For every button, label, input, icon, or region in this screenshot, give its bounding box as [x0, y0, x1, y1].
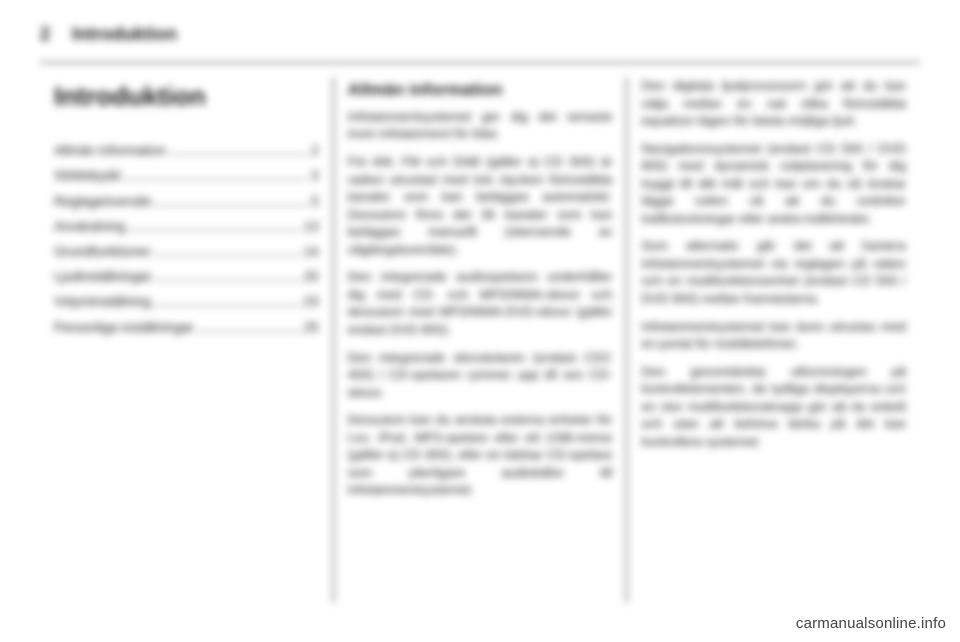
- toc-label: Stöldskydd: [54, 167, 120, 185]
- toc-leader-dots: [154, 255, 301, 256]
- toc-page-number: 25: [304, 319, 319, 337]
- table-of-contents: Allmän information 2 Stöldskydd 3 Reglageöve…: [54, 142, 319, 337]
- toc-page-number: 2: [311, 142, 319, 160]
- body-paragraph: Den integrerade skivväxlaren (endast CDC…: [348, 349, 613, 402]
- body-paragraph: Infotainmentsystemet ger dig det senaste…: [348, 108, 613, 143]
- toc-leader-dots: [169, 154, 308, 155]
- toc-line: Volyminställning 23: [54, 293, 319, 311]
- toc-leader-dots: [128, 230, 300, 231]
- body-paragraph: Dessutom kan du ansluta externa enheter …: [348, 411, 613, 499]
- body-paragraph: Den genomtänkta utformningen på kontroll…: [641, 363, 906, 451]
- toc-line: Stöldskydd 3: [54, 167, 319, 185]
- body-paragraph: Som alternativ går det att hantera infot…: [641, 237, 906, 307]
- toc-label: Reglageöversikt: [54, 193, 151, 211]
- content-columns: Introduktion Allmän information 2 Stöldsky…: [40, 63, 920, 603]
- body-paragraph: Den integrerade audiospelaren underhålle…: [348, 268, 613, 338]
- page-header: 2 Introduktion: [40, 24, 920, 58]
- toc-page-number: 20: [304, 268, 319, 286]
- chapter-title: Introduktion: [54, 79, 319, 114]
- column-3: Den digitala ljudprocessorn gör att du k…: [626, 77, 920, 603]
- toc-label: Personliga inställningar: [54, 319, 194, 337]
- toc-label: Grundfunktioner: [54, 243, 151, 261]
- toc-leader-dots: [154, 205, 308, 206]
- toc-leader-dots: [155, 280, 301, 281]
- toc-page-number: 13: [304, 218, 319, 236]
- toc-leader-dots: [123, 179, 308, 180]
- toc-line: Grundfunktioner 14: [54, 243, 319, 261]
- body-paragraph: Navigationssystemet (endast CD 500 / DVD…: [641, 140, 906, 228]
- column-1: Introduktion Allmän information 2 Stöldsky…: [40, 77, 333, 603]
- toc-page-number: 5: [311, 193, 319, 211]
- toc-line: Användning 13: [54, 218, 319, 236]
- toc-page-number: 14: [304, 243, 319, 261]
- body-paragraph: Den digitala ljudprocessorn gör att du k…: [641, 77, 906, 130]
- toc-leader-dots: [154, 305, 301, 306]
- toc-page-number: 3: [311, 167, 319, 185]
- toc-line: Ljudinställningar 20: [54, 268, 319, 286]
- toc-leader-dots: [197, 331, 301, 332]
- toc-label: Användning: [54, 218, 125, 236]
- body-paragraph: Infotainmentsystemet kan även utrustas m…: [641, 318, 906, 353]
- toc-line: Allmän information 2: [54, 142, 319, 160]
- toc-line: Reglageöversikt 5: [54, 193, 319, 211]
- section-title: Introduktion: [72, 24, 177, 45]
- toc-page-number: 23: [304, 293, 319, 311]
- body-paragraph: För AM, FM och DAB (gäller ej CD 300) är…: [348, 153, 613, 258]
- page-number: 2: [40, 24, 50, 45]
- toc-label: Ljudinställningar: [54, 268, 152, 286]
- toc-line: Personliga inställningar 25: [54, 319, 319, 337]
- toc-label: Allmän information: [54, 142, 166, 160]
- col2-heading: Allmän information: [348, 79, 613, 102]
- column-2: Allmän information Infotainmentsystemet …: [333, 77, 627, 603]
- watermark-text: carmanualsonline.info: [796, 615, 946, 632]
- toc-label: Volyminställning: [54, 293, 151, 311]
